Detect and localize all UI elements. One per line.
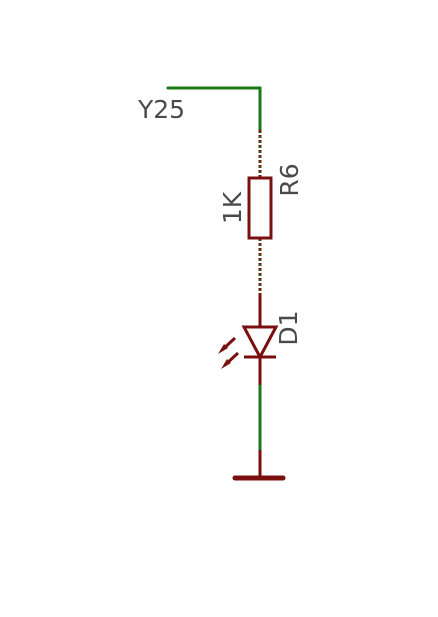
led-d1-symbol[interactable]: [241, 325, 279, 361]
net-label-y25: Y25: [137, 95, 185, 124]
led-emission-arrows-icon: [218, 336, 240, 369]
led-designator-label: D1: [274, 310, 303, 345]
resistor-value-label: 1K: [218, 191, 247, 224]
net-y25-wire[interactable]: [166, 86, 262, 132]
resistor-r6-body[interactable]: [247, 176, 273, 240]
resistor-designator-label: R6: [275, 163, 304, 196]
